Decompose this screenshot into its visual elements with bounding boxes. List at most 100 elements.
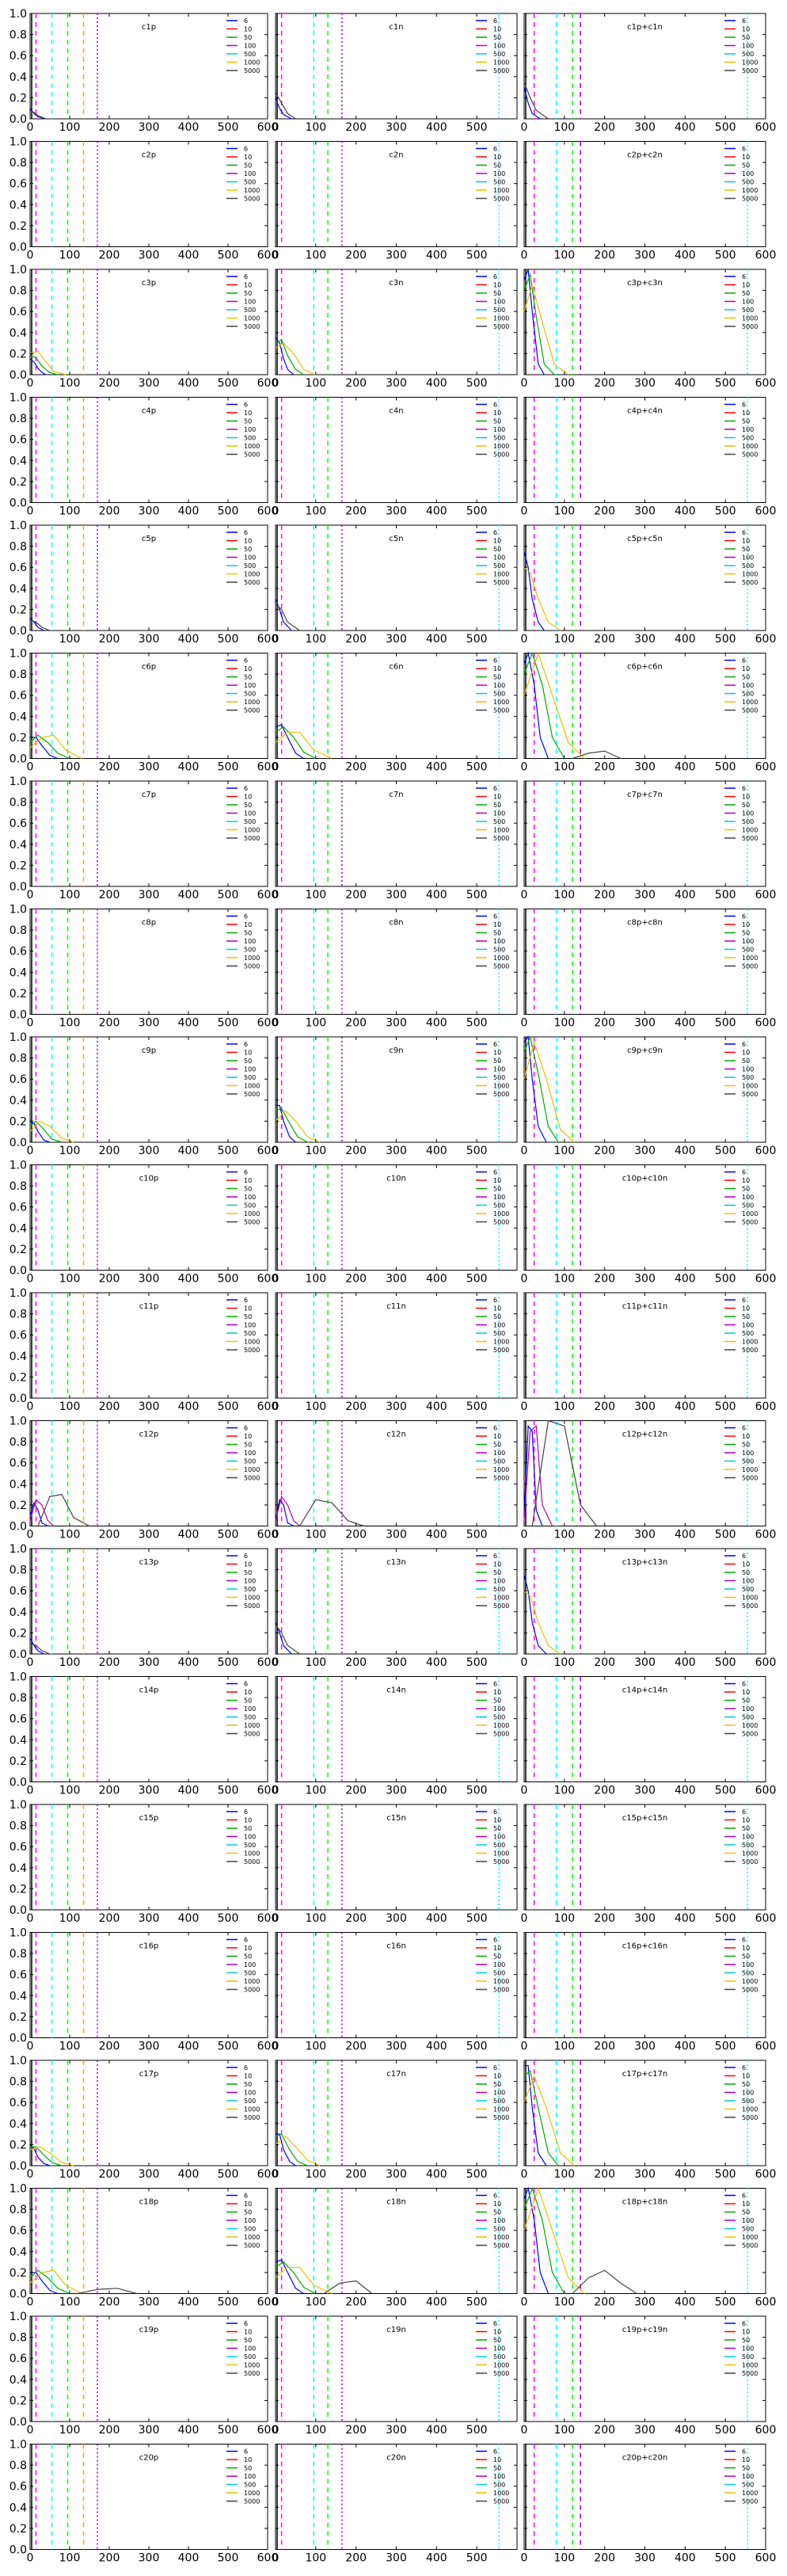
y-tick-label: 0.4 (10, 71, 27, 84)
legend-label: 100 (742, 682, 754, 689)
legend-label: 10 (493, 1817, 501, 1824)
series-line-1000 (29, 1120, 74, 1143)
legend-label: 5000 (244, 2243, 260, 2250)
x-tick-label: 100 (305, 633, 326, 646)
x-tick-label: 100 (305, 2424, 326, 2437)
x-tick-label: 200 (345, 633, 367, 646)
series-line-50 (275, 2133, 308, 2166)
legend-label: 100 (244, 1066, 256, 1073)
y-tick-label: 0.8 (10, 157, 27, 170)
legend-label: 1000 (742, 1722, 758, 1729)
x-tick-label: 400 (675, 1017, 696, 1030)
y-tick-label: 0.8 (10, 413, 27, 425)
subplot-c12p: c12p61050100500100050000.00.20.40.60.81.… (10, 1416, 279, 1541)
x-tick-label: 400 (178, 889, 200, 901)
x-tick-label: 400 (675, 1400, 696, 1413)
series-line-6 (275, 1498, 295, 1527)
subplot-title: c2p (142, 151, 156, 160)
legend-label: 500 (244, 2482, 256, 2489)
subplot-title: c5n (389, 535, 403, 543)
y-tick-label: 1.0 (10, 520, 27, 532)
legend-label: 100 (244, 1961, 256, 1968)
legend-label: 10 (244, 1689, 252, 1696)
subplot-title: c9p+c9n (627, 1046, 663, 1055)
series-line-1000 (275, 2135, 321, 2166)
legend-label: 1000 (742, 1595, 758, 1602)
x-tick-label: 400 (178, 1656, 200, 1669)
x-tick-label: 600 (755, 1656, 777, 1669)
x-tick-label: 400 (178, 2424, 200, 2437)
legend-label: 100 (244, 1834, 256, 1841)
subplot-title: c1p (142, 23, 156, 32)
legend-label: 1000 (742, 955, 758, 962)
legend-label: 5000 (244, 1091, 260, 1098)
x-tick-label: 600 (257, 2041, 279, 2053)
subplot-c18p: c18p61050100500100050000.00.20.40.60.81.… (10, 2183, 279, 2309)
y-tick-label: 0.4 (10, 1351, 27, 1363)
x-tick-label: 200 (99, 250, 120, 262)
x-tick-label: 0 (27, 250, 34, 262)
series-line-1000 (523, 651, 585, 759)
legend-label: 50 (493, 1186, 501, 1193)
x-tick-label: 500 (218, 1656, 239, 1669)
subplot-title: c14p (139, 1686, 159, 1695)
series-line-6 (29, 1501, 48, 1527)
x-tick-label: 300 (139, 1785, 160, 1797)
series-line-100 (29, 1499, 55, 1526)
x-tick-label: 500 (218, 1145, 239, 1157)
legend-label: 100 (742, 2090, 754, 2097)
x-tick-label: 300 (634, 889, 656, 901)
legend-label: 100 (493, 682, 505, 689)
x-tick-label: 200 (345, 2296, 367, 2309)
y-tick-label: 0.2 (10, 1115, 27, 1128)
legend-label: 500 (493, 1202, 505, 1210)
x-tick-label: 0 (521, 2296, 528, 2309)
series-line-50 (523, 1035, 559, 1143)
legend-label: 5000 (244, 1602, 260, 1610)
x-tick-label: 600 (257, 250, 279, 262)
y-tick-label: 0.2 (10, 2267, 27, 2280)
legend-label: 5000 (742, 579, 758, 586)
x-tick-label: 600 (257, 2552, 279, 2565)
series-line-1000 (275, 731, 333, 760)
x-tick-label: 200 (345, 2552, 367, 2565)
subplot-title: c18p (139, 2198, 159, 2207)
x-tick-label: 200 (594, 1656, 615, 1669)
x-tick-label: 0 (27, 761, 34, 774)
subplot-title: c3p+c3n (627, 279, 663, 288)
plot-frame (29, 780, 268, 887)
x-tick-label: 400 (675, 250, 696, 262)
legend-label: 5000 (244, 1731, 260, 1738)
series-line-6 (524, 2065, 547, 2166)
series-line-6 (276, 1104, 296, 1143)
x-tick-label: 0 (521, 633, 528, 646)
x-tick-label: 0 (521, 1656, 528, 1669)
subplot-title: c19n (386, 2326, 406, 2334)
subplot-title: c17n (386, 2070, 406, 2079)
x-tick-label: 200 (594, 2168, 615, 2181)
x-tick-label: 100 (305, 2296, 326, 2309)
x-tick-label: 100 (305, 1656, 326, 1669)
x-tick-label: 100 (553, 1145, 575, 1157)
legend-label: 6 (493, 657, 497, 665)
x-tick-label: 200 (345, 1912, 367, 1925)
legend-label: 10 (244, 1433, 252, 1440)
legend-label: 10 (742, 1561, 750, 1568)
x-tick-label: 200 (345, 505, 367, 518)
x-tick-label: 600 (257, 2424, 279, 2437)
legend-label: 6 (742, 17, 746, 25)
subplot-c6p: c6p61050100500100050000.00.20.40.60.81.0… (10, 648, 279, 774)
x-tick-label: 300 (386, 377, 407, 390)
legend-label: 500 (244, 2353, 256, 2361)
legend-label: 100 (493, 2090, 505, 2097)
x-tick-label: 0 (521, 1400, 528, 1413)
y-tick-label: 0.6 (10, 946, 27, 958)
legend-label: 6 (742, 2064, 746, 2071)
subplot-c3p: c3p61050100500100050000.00.20.40.60.81.0… (10, 264, 279, 390)
plot-frame (275, 1036, 518, 1143)
x-tick-label: 300 (634, 1912, 656, 1925)
legend-label: 1000 (742, 571, 758, 578)
x-tick-label: 0 (27, 1912, 34, 1925)
